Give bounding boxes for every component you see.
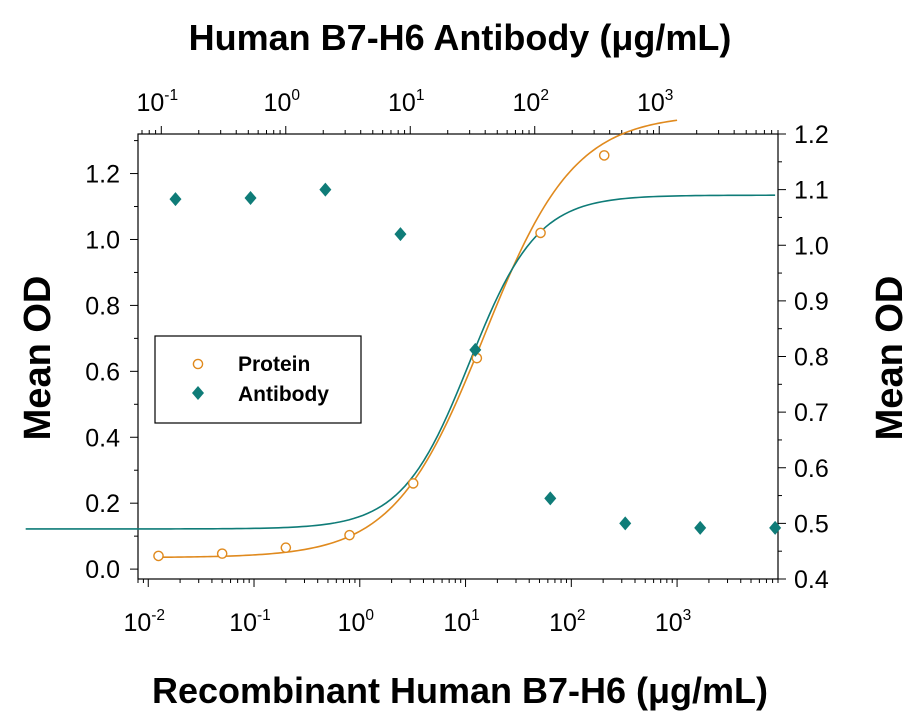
y-right-tick-label: 0.9 (794, 288, 829, 316)
y-right-tick-label: 0.5 (794, 510, 829, 538)
x-bottom-tick-label: 100 (338, 607, 375, 637)
x-top-tick-label: 10-1 (136, 87, 178, 117)
legend-antibody-marker (192, 386, 204, 400)
legend-protein-label: Protein (238, 353, 310, 376)
antibody-point (469, 342, 482, 357)
x-top-tick-label: 101 (388, 87, 424, 117)
data-points (153, 150, 782, 562)
x-bottom-tick-label: 101 (443, 607, 479, 637)
y-axis-label-left: Mean OD (17, 276, 59, 441)
y-left-tick-label: 0.6 (85, 358, 120, 386)
y-left-tick-label: 0.2 (85, 490, 120, 518)
legend: Protein Antibody (154, 335, 362, 424)
y-left-tick-label: 0.4 (85, 424, 120, 452)
legend-protein-marker (192, 358, 204, 370)
y-right-tick-label: 1.2 (794, 121, 829, 149)
x-bottom-tick-label: 103 (655, 607, 691, 637)
y-right-tick-label: 0.4 (794, 566, 829, 594)
axis-ticks: 10-2 10-1 100 101 102 103 10-1 100 101 102 103 0.0 0… (85, 87, 829, 637)
antibody-point (619, 516, 632, 531)
protein-point (216, 548, 228, 559)
antibody-point (244, 190, 257, 205)
y-axis-label-right: Mean OD (869, 276, 911, 441)
protein-point (280, 542, 292, 553)
legend-box (154, 335, 362, 424)
protein-point (407, 478, 419, 489)
chart-title: Human B7-H6 Antibody (μg/mL) (189, 17, 732, 58)
x-bottom-tick-label: 102 (549, 607, 585, 637)
y-right-tick-label: 1.1 (794, 177, 829, 205)
x-axis-label: Recombinant Human B7-H6 (μg/mL) (152, 670, 768, 711)
protein-fit-curve (158, 119, 678, 559)
antibody-point (769, 520, 782, 535)
y-left-tick-label: 1.0 (85, 226, 120, 254)
x-top-tick-label: 103 (637, 87, 673, 117)
y-left-tick-label: 1.2 (85, 161, 120, 189)
y-left-tick-label: 0.0 (85, 556, 120, 584)
x-bottom-tick-label: 10-2 (123, 607, 165, 637)
legend-antibody-label: Antibody (238, 383, 329, 406)
x-top-tick-label: 100 (264, 87, 301, 117)
protein-point (153, 550, 164, 562)
y-right-tick-label: 0.8 (794, 344, 829, 372)
antibody-point (394, 227, 407, 242)
antibody-point (169, 192, 182, 207)
y-left-tick-label: 0.8 (85, 292, 120, 320)
y-right-tick-label: 0.6 (794, 455, 829, 483)
protein-point (598, 150, 610, 161)
fit-curves (25, 119, 776, 559)
protein-point (344, 529, 355, 541)
antibody-point (544, 491, 557, 506)
x-top-tick-label: 102 (513, 87, 549, 117)
x-bottom-tick-label: 10-1 (229, 607, 271, 637)
antibody-fit-curve (25, 194, 776, 530)
antibody-point (694, 520, 707, 535)
y-right-tick-label: 0.7 (794, 399, 829, 427)
antibody-point (319, 182, 332, 197)
y-right-tick-label: 1.0 (794, 232, 829, 260)
protein-point (535, 227, 546, 239)
